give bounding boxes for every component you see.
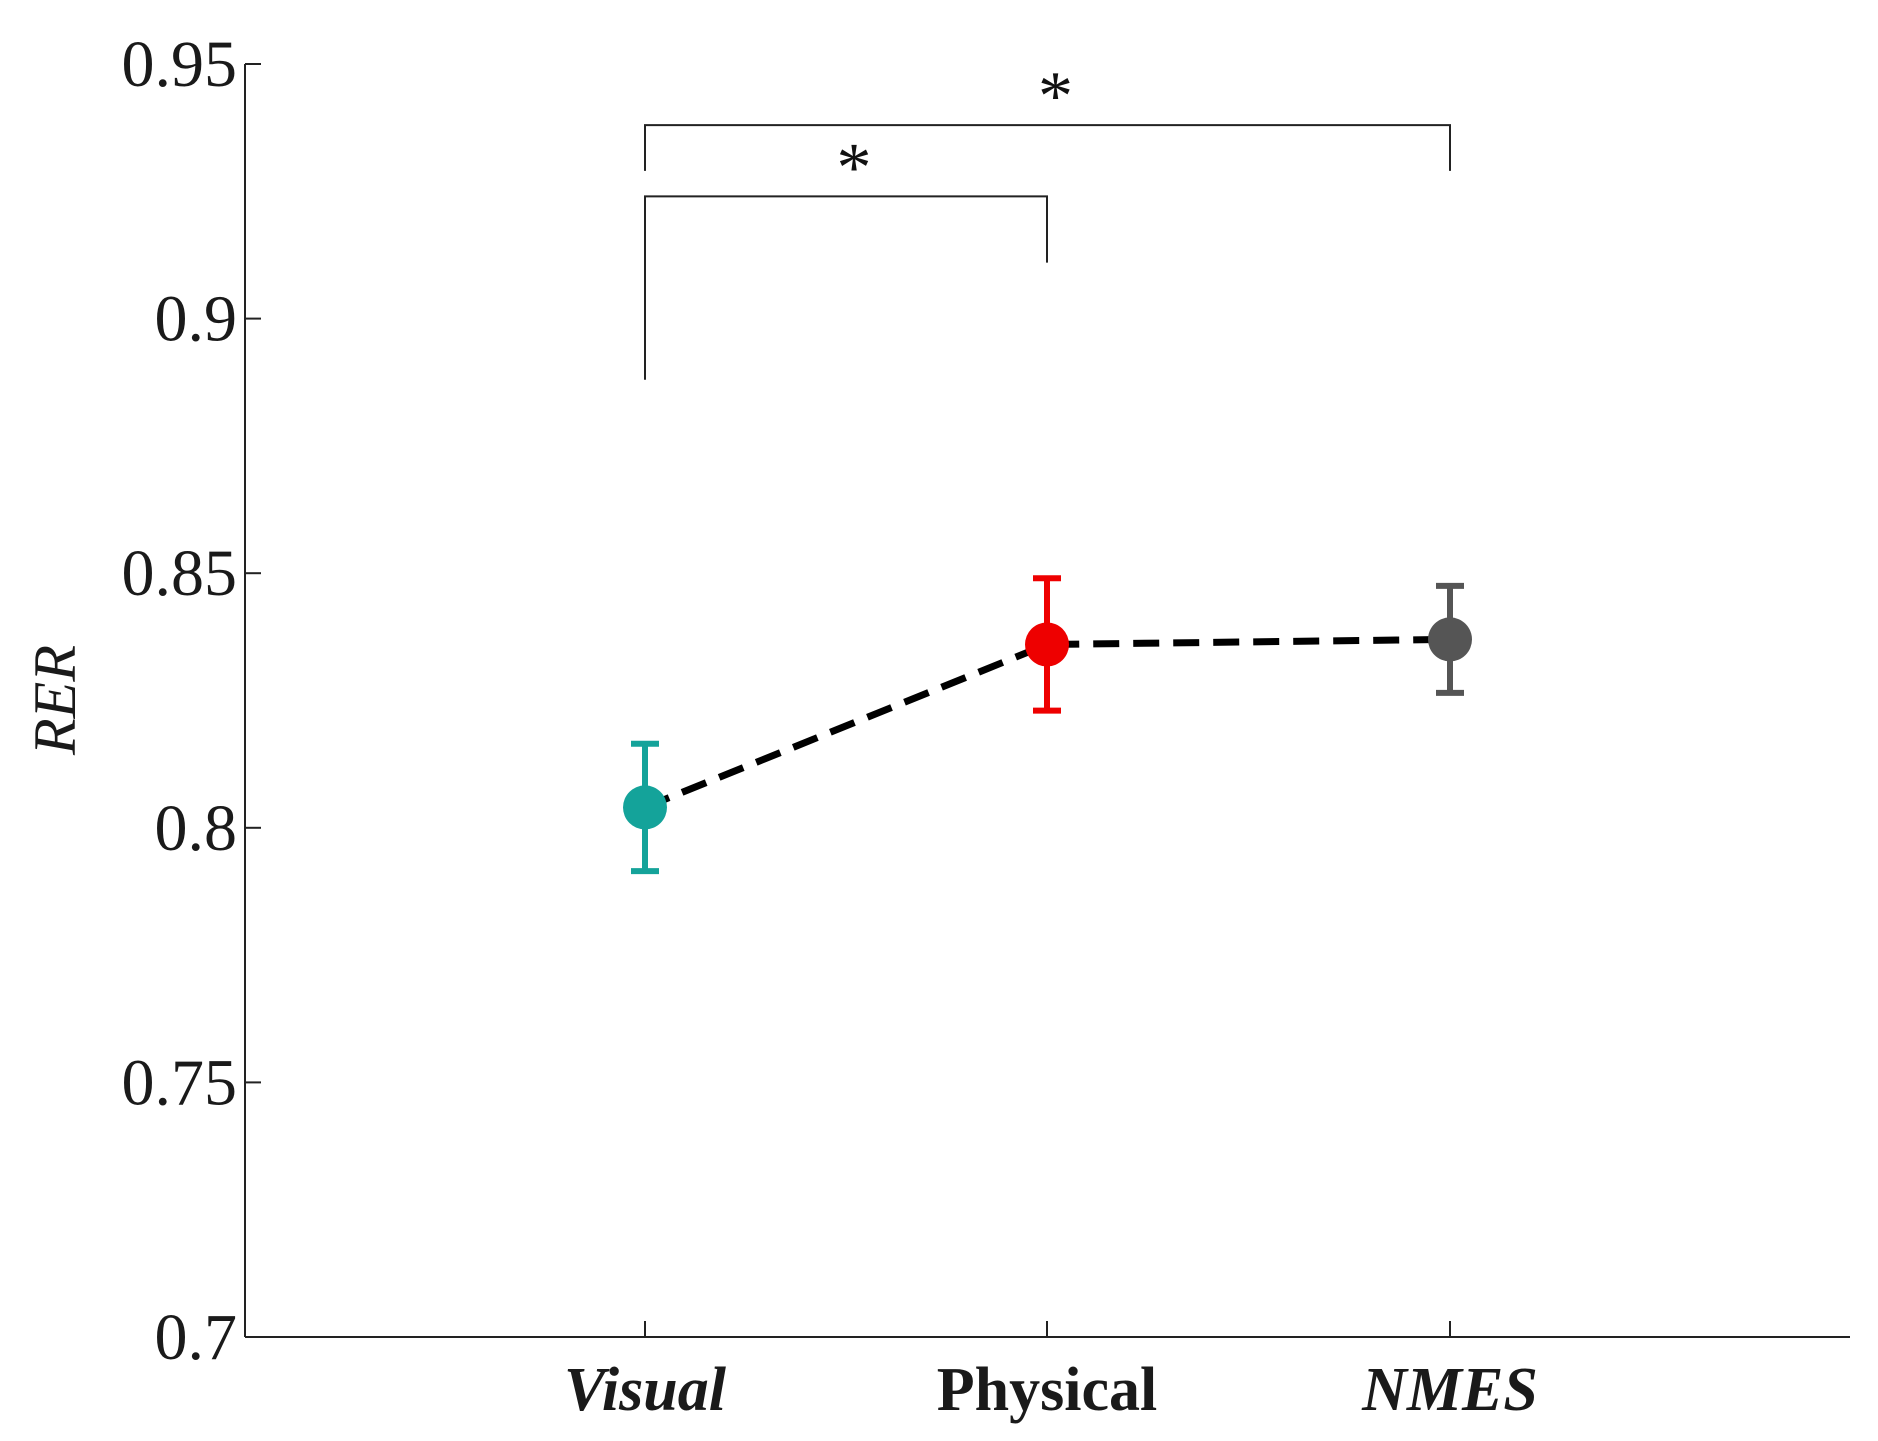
y-tick-label: 0.7 <box>155 1301 238 1374</box>
significance-brackets: ** <box>644 58 1451 380</box>
y-tick-label: 0.75 <box>122 1046 238 1119</box>
y-tick-label: 0.8 <box>155 792 238 865</box>
x-tick-label-visual: Visual <box>564 1356 727 1424</box>
significance-bracket <box>644 124 1451 171</box>
x-tick-label-nmes: NMES <box>1361 1356 1538 1424</box>
significance-star: * <box>837 129 872 206</box>
y-tick-label: 0.95 <box>122 28 238 101</box>
data-point-physical <box>1025 622 1069 667</box>
y-tick-label: 0.85 <box>122 537 238 610</box>
y-tick-label: 0.9 <box>155 283 238 356</box>
axes: 0.7 0.75 0.8 0.85 0.9 0.95 Visual Physical NMES <box>122 28 1850 1424</box>
data-point-visual <box>623 785 667 830</box>
y-axis-label: RER <box>22 645 88 756</box>
data-point-nmes <box>1428 617 1472 662</box>
data-series <box>623 575 1472 875</box>
x-tick-label-physical: Physical <box>937 1356 1157 1424</box>
significance-bracket <box>644 195 1048 380</box>
dashed-mean-line <box>643 635 1451 811</box>
significance-star: * <box>1038 58 1073 135</box>
